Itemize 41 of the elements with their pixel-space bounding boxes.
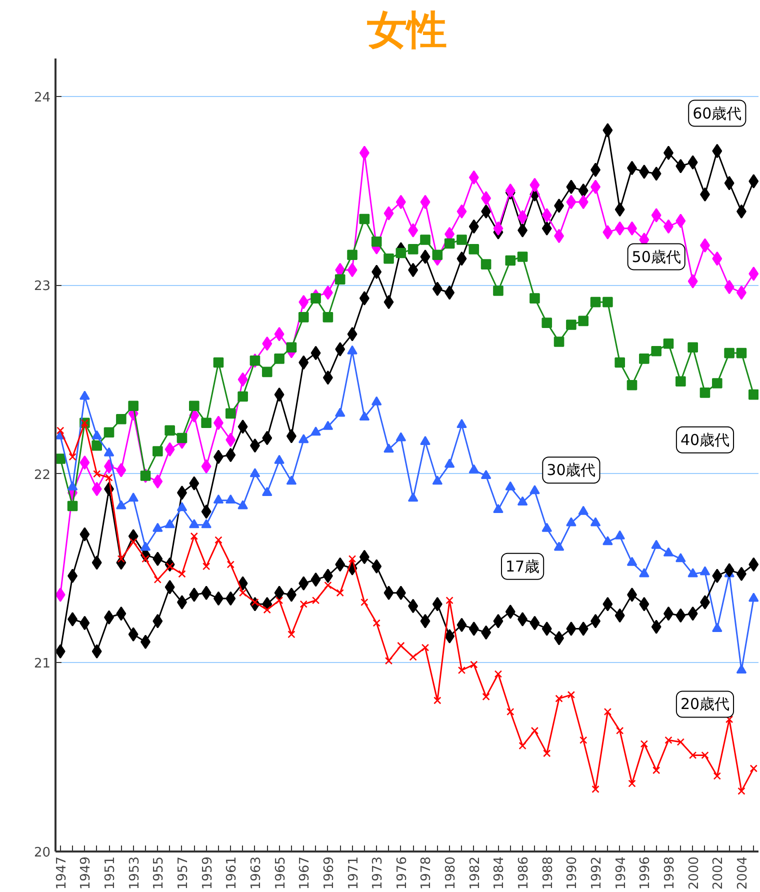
x-tick-label: 1990 <box>565 856 580 890</box>
y-tick-label: 21 <box>34 656 51 672</box>
x-tick-label: 2000 <box>686 856 702 890</box>
x-tick-label: 1955 <box>152 856 167 890</box>
x-tick-label: 1973 <box>370 856 386 890</box>
y-tick-label: 22 <box>34 468 51 483</box>
y-tick-label: 24 <box>34 90 51 106</box>
x-tick-label: 1969 <box>322 856 337 890</box>
x-tick-label: 2004 <box>735 856 750 890</box>
x-tick-label: 1984 <box>492 856 508 890</box>
x-tick-label: 1965 <box>273 856 288 890</box>
x-tick-label: 1971 <box>346 856 362 890</box>
x-tick-label: 1982 <box>468 856 483 890</box>
x-tick-label: 1996 <box>638 856 654 890</box>
text: 40歳代 <box>680 430 730 449</box>
x-tick-label: 1998 <box>662 856 678 890</box>
x-tick-label: 1953 <box>127 856 142 890</box>
x-tick-label: 1947 <box>54 856 70 890</box>
x-tick-label: 1959 <box>200 856 216 890</box>
x-tick-label: 1967 <box>298 856 313 890</box>
text: 60歳代 <box>692 104 742 122</box>
x-tick-label: 1980 <box>444 856 459 890</box>
x-tick-label: 1957 <box>176 856 191 890</box>
series-label: 50歳代 <box>632 248 681 266</box>
y-tick-label: 20 <box>34 846 51 860</box>
x-tick-label: 1988 <box>540 856 556 890</box>
x-tick-label: 2002 <box>711 856 726 890</box>
x-tick-label: 1976 <box>394 856 410 890</box>
x-tick-label: 1963 <box>248 856 264 890</box>
x-tick-label: 1978 <box>419 856 434 890</box>
x-tick-label: 1992 <box>590 856 605 890</box>
y-tick-label: 23 <box>34 279 51 294</box>
chart-title: 女性 <box>367 8 447 54</box>
x-tick-label: 1949 <box>78 856 94 890</box>
x-tick-label: 1951 <box>103 856 118 890</box>
x-tick-label: 1986 <box>516 856 532 890</box>
series-label: 20歳代 <box>680 695 730 714</box>
x-tick-label: 1994 <box>614 856 629 890</box>
text: 17歳 <box>506 557 540 576</box>
series-label: 30歳代 <box>546 461 596 480</box>
x-tick-label: 1961 <box>224 856 240 890</box>
